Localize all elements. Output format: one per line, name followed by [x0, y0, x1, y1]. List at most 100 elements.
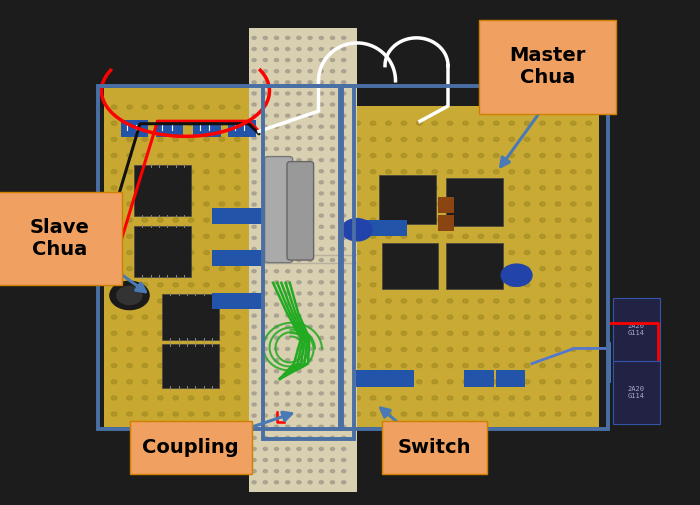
Circle shape — [540, 412, 545, 416]
Circle shape — [342, 447, 346, 450]
Circle shape — [330, 214, 335, 217]
Circle shape — [463, 331, 468, 335]
Circle shape — [586, 186, 592, 190]
Circle shape — [219, 154, 225, 158]
FancyBboxPatch shape — [248, 28, 357, 492]
Circle shape — [250, 267, 255, 271]
Circle shape — [286, 325, 290, 328]
Circle shape — [234, 364, 240, 368]
Circle shape — [386, 364, 391, 368]
Circle shape — [234, 347, 240, 351]
Circle shape — [432, 299, 438, 303]
FancyBboxPatch shape — [380, 220, 407, 236]
Circle shape — [312, 299, 317, 303]
Circle shape — [308, 425, 312, 428]
Circle shape — [478, 170, 484, 174]
Circle shape — [274, 192, 279, 195]
Circle shape — [250, 234, 255, 238]
Circle shape — [265, 218, 271, 222]
Circle shape — [555, 267, 561, 271]
Circle shape — [297, 81, 301, 84]
Circle shape — [274, 70, 279, 73]
Circle shape — [319, 370, 323, 373]
Circle shape — [281, 234, 286, 238]
Circle shape — [219, 105, 225, 109]
Circle shape — [570, 283, 576, 287]
FancyBboxPatch shape — [20, 218, 54, 229]
Circle shape — [478, 250, 484, 255]
Circle shape — [447, 331, 453, 335]
Circle shape — [234, 315, 240, 319]
Circle shape — [263, 92, 267, 95]
Circle shape — [524, 170, 530, 174]
Circle shape — [447, 283, 453, 287]
Circle shape — [327, 331, 332, 335]
Circle shape — [447, 396, 453, 400]
Circle shape — [330, 381, 335, 384]
Circle shape — [327, 250, 332, 255]
Circle shape — [297, 70, 301, 73]
Circle shape — [274, 359, 279, 362]
Circle shape — [263, 370, 267, 373]
Circle shape — [540, 250, 545, 255]
Circle shape — [509, 202, 514, 206]
Circle shape — [297, 203, 301, 206]
Circle shape — [281, 105, 286, 109]
Circle shape — [342, 203, 346, 206]
Circle shape — [586, 315, 592, 319]
Circle shape — [281, 186, 286, 190]
Circle shape — [281, 202, 286, 206]
Circle shape — [509, 299, 514, 303]
Circle shape — [142, 380, 148, 384]
Circle shape — [342, 147, 346, 150]
Circle shape — [524, 234, 530, 238]
Circle shape — [401, 154, 407, 158]
Circle shape — [204, 380, 209, 384]
Circle shape — [252, 236, 256, 239]
Circle shape — [127, 137, 132, 141]
Circle shape — [330, 247, 335, 250]
Circle shape — [274, 181, 279, 184]
Circle shape — [355, 347, 360, 351]
Circle shape — [204, 283, 209, 287]
Circle shape — [173, 154, 178, 158]
Circle shape — [204, 331, 209, 335]
Circle shape — [401, 396, 407, 400]
Circle shape — [342, 347, 346, 350]
Text: Slave
Chua: Slave Chua — [29, 218, 90, 259]
Circle shape — [219, 364, 225, 368]
Circle shape — [586, 380, 592, 384]
Circle shape — [297, 259, 301, 262]
Circle shape — [570, 299, 576, 303]
Circle shape — [111, 380, 117, 384]
Circle shape — [274, 136, 279, 139]
Circle shape — [265, 347, 271, 351]
Circle shape — [463, 186, 468, 190]
Circle shape — [219, 299, 225, 303]
Circle shape — [308, 470, 312, 473]
Circle shape — [297, 136, 301, 139]
Circle shape — [234, 121, 240, 125]
Circle shape — [158, 154, 163, 158]
Circle shape — [297, 414, 301, 417]
Circle shape — [173, 170, 178, 174]
Circle shape — [586, 170, 592, 174]
Circle shape — [342, 170, 346, 173]
Circle shape — [463, 202, 468, 206]
Circle shape — [173, 315, 178, 319]
Circle shape — [281, 331, 286, 335]
Circle shape — [263, 247, 267, 250]
Circle shape — [416, 283, 422, 287]
Circle shape — [386, 299, 391, 303]
Circle shape — [330, 325, 335, 328]
Circle shape — [252, 381, 256, 384]
Circle shape — [188, 186, 194, 190]
Circle shape — [286, 59, 290, 62]
Circle shape — [319, 270, 323, 273]
Circle shape — [281, 364, 286, 368]
Circle shape — [342, 425, 346, 428]
Circle shape — [219, 396, 225, 400]
Circle shape — [401, 202, 407, 206]
Circle shape — [111, 396, 117, 400]
Circle shape — [219, 218, 225, 222]
